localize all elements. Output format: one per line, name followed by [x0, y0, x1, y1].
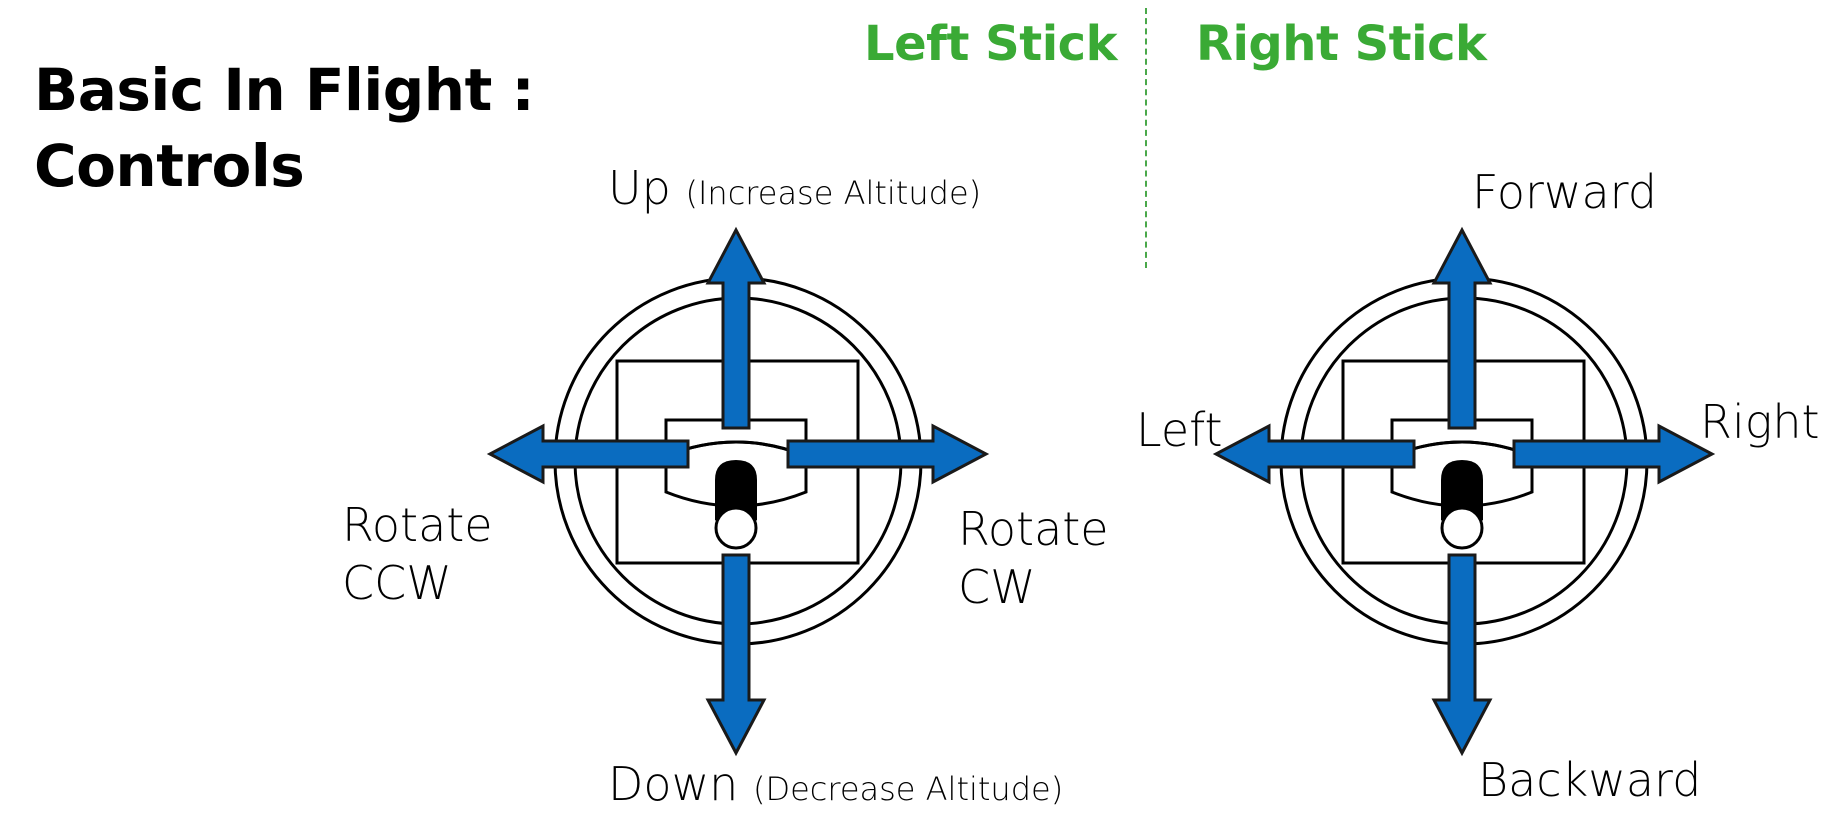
left-stick-right-line1: Rotate	[958, 502, 1109, 556]
arrow-up-icon	[1431, 226, 1493, 430]
right-stick-right-label: Right	[1700, 395, 1820, 449]
arrow-left-icon	[486, 423, 690, 485]
right-stick-left-label: Left	[1136, 403, 1223, 457]
arrow-left-icon	[1212, 423, 1416, 485]
page-title-line2: Controls	[34, 132, 305, 200]
left-stick-left-line1: Rotate	[342, 498, 493, 552]
right-stick-heading: Right Stick	[1196, 16, 1487, 72]
left-stick-down-label: Down (Decrease Altitude)	[608, 756, 1063, 817]
left-stick-diagram	[486, 226, 990, 757]
arrow-right-icon	[786, 423, 990, 485]
left-stick-up-main: Up	[608, 161, 671, 215]
left-stick-down-main: Down	[608, 757, 739, 811]
left-stick-right-line2: CW	[958, 560, 1036, 614]
arrow-down-icon	[1431, 553, 1493, 757]
left-stick-down-detail: (Decrease Altitude)	[752, 770, 1064, 808]
left-stick-left-line2: CCW	[342, 556, 452, 610]
section-divider	[1145, 8, 1147, 268]
right-stick-down-label: Backward	[1478, 753, 1702, 807]
left-stick-heading: Left Stick	[864, 16, 1118, 72]
left-stick-left-label: Rotate CCW	[342, 496, 493, 612]
arrow-up-icon	[705, 226, 767, 430]
arrow-right-icon	[1512, 423, 1716, 485]
page-title-line1: Basic In Flight :	[34, 56, 535, 124]
page-title: Basic In Flight : Controls	[34, 52, 535, 204]
right-stick-diagram	[1212, 226, 1716, 757]
right-stick-up-label: Forward	[1472, 165, 1657, 219]
left-stick-right-label: Rotate CW	[958, 500, 1109, 616]
left-stick-up-label: Up (Increase Altitude)	[608, 160, 981, 221]
left-stick-up-detail: (Increase Altitude)	[685, 174, 982, 212]
arrow-down-icon	[705, 553, 767, 757]
